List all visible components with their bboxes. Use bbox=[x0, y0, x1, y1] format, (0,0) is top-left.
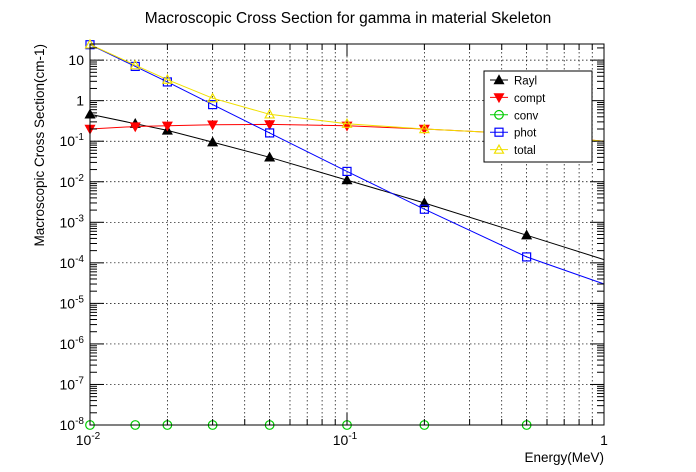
series-line-phot bbox=[89, 44, 605, 285]
data-point-Rayl bbox=[207, 136, 219, 147]
data-point-phot bbox=[130, 61, 140, 72]
legend-entry-compt: compt bbox=[490, 93, 546, 105]
data-point-total bbox=[341, 117, 353, 128]
data-point-compt bbox=[161, 121, 173, 132]
legend-label: compt bbox=[514, 93, 546, 105]
data-point-compt bbox=[129, 122, 141, 133]
y-tick-label: 10-6 bbox=[60, 335, 85, 352]
data-point-phot bbox=[342, 166, 352, 177]
series-phot bbox=[85, 40, 605, 285]
y-tick-label: 10-5 bbox=[60, 294, 85, 311]
legend-label: total bbox=[514, 145, 536, 157]
data-point-phot bbox=[522, 252, 532, 262]
legend-label: Rayl bbox=[514, 76, 537, 88]
data-point-phot bbox=[419, 204, 429, 214]
data-point-phot bbox=[265, 128, 275, 138]
legend-entry-phot: phot bbox=[490, 127, 537, 140]
y-tick-label: 1 bbox=[76, 93, 84, 109]
data-point-compt bbox=[207, 120, 219, 131]
chart-title: Macroscopic Cross Section for gamma in m… bbox=[145, 10, 552, 27]
legend-marker bbox=[493, 93, 505, 104]
y-tick-label: 10-7 bbox=[60, 375, 85, 392]
data-point-Rayl bbox=[264, 151, 276, 162]
x-tick-label: 1 bbox=[600, 432, 608, 448]
y-tick-label: 10-8 bbox=[60, 416, 85, 433]
legend-entry-Rayl: Rayl bbox=[490, 74, 537, 88]
y-tick-label: 10-3 bbox=[60, 213, 85, 230]
legend-entry-total: total bbox=[490, 143, 536, 157]
data-point-total bbox=[207, 92, 219, 103]
legend-marker bbox=[494, 127, 504, 137]
legend-entry-conv: conv bbox=[490, 109, 539, 122]
data-point-Rayl bbox=[521, 229, 533, 240]
x-tick-label: 10-2 bbox=[76, 431, 101, 448]
y-axis-label: Macroscopic Cross Section(cm-1) bbox=[32, 44, 47, 247]
y-tick-label: 10-2 bbox=[60, 173, 85, 190]
legend-marker bbox=[493, 143, 505, 154]
data-point-total bbox=[129, 59, 141, 70]
legend: Rayl compt conv phot total bbox=[483, 70, 593, 163]
legend-box bbox=[483, 70, 593, 163]
axis-ticks bbox=[89, 44, 605, 426]
x-axis-label: Energy(MeV) bbox=[524, 450, 604, 465]
y-tick-label: 10 bbox=[68, 52, 84, 68]
data-point-total bbox=[161, 73, 173, 84]
legend-label: conv bbox=[514, 110, 539, 122]
legend-marker bbox=[494, 109, 504, 120]
data-point-total bbox=[418, 123, 430, 134]
legend-marker bbox=[493, 74, 505, 85]
data-point-total bbox=[264, 108, 276, 119]
legend-label: phot bbox=[514, 128, 537, 140]
tick-labels: 10-2 10-1 1 10-8 10-7 10-6 10-5 10-4 10-3 10-2 10-… bbox=[60, 52, 609, 448]
data-point-Rayl bbox=[341, 174, 353, 185]
data-point-compt bbox=[264, 120, 276, 131]
y-tick-label: 10-1 bbox=[60, 132, 85, 149]
data-point-phot bbox=[208, 100, 218, 110]
x-tick-label: 10-1 bbox=[333, 431, 358, 448]
data-point-Rayl bbox=[418, 197, 430, 208]
y-tick-label: 10-4 bbox=[60, 254, 85, 271]
